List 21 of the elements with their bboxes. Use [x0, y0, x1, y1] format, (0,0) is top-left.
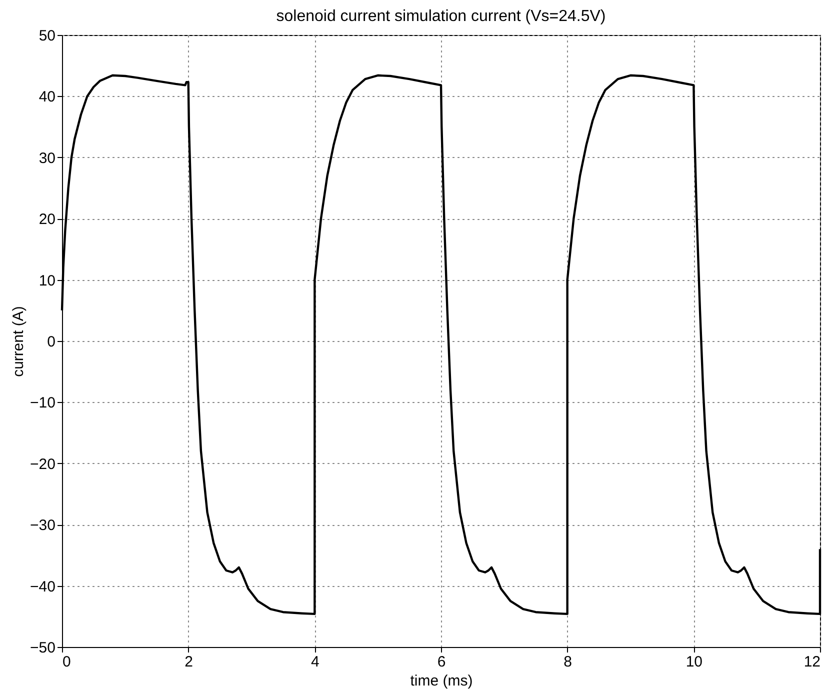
y-axis-title: current (A): [10, 306, 28, 377]
y-tick-label: −10: [30, 394, 56, 412]
x-tick-label: 6: [437, 654, 446, 670]
chart-title: solenoid current simulation current (Vs=24.5V): [276, 8, 606, 25]
y-tick-label: 40: [38, 88, 56, 106]
y-tick-label: −20: [30, 456, 56, 473]
y-tick-label: 0: [47, 334, 56, 350]
x-tick-label: 10: [686, 654, 703, 670]
y-tick-label: −30: [30, 517, 56, 534]
y-tick-label: −40: [30, 578, 56, 596]
y-tick-label: 20: [38, 211, 56, 228]
y-tick-label: −50: [30, 640, 56, 656]
x-tick-label: 8: [564, 654, 572, 670]
y-tick-label: 10: [38, 272, 56, 290]
x-tick-label: 4: [310, 654, 320, 670]
x-axis-title: time (ms): [410, 672, 473, 690]
x-tick-label: 12: [804, 654, 820, 670]
x-tick-label: 2: [184, 654, 194, 670]
y-tick-label: 30: [38, 150, 56, 167]
x-tick-label: 0: [62, 654, 71, 670]
y-tick-label: 50: [38, 28, 56, 44]
